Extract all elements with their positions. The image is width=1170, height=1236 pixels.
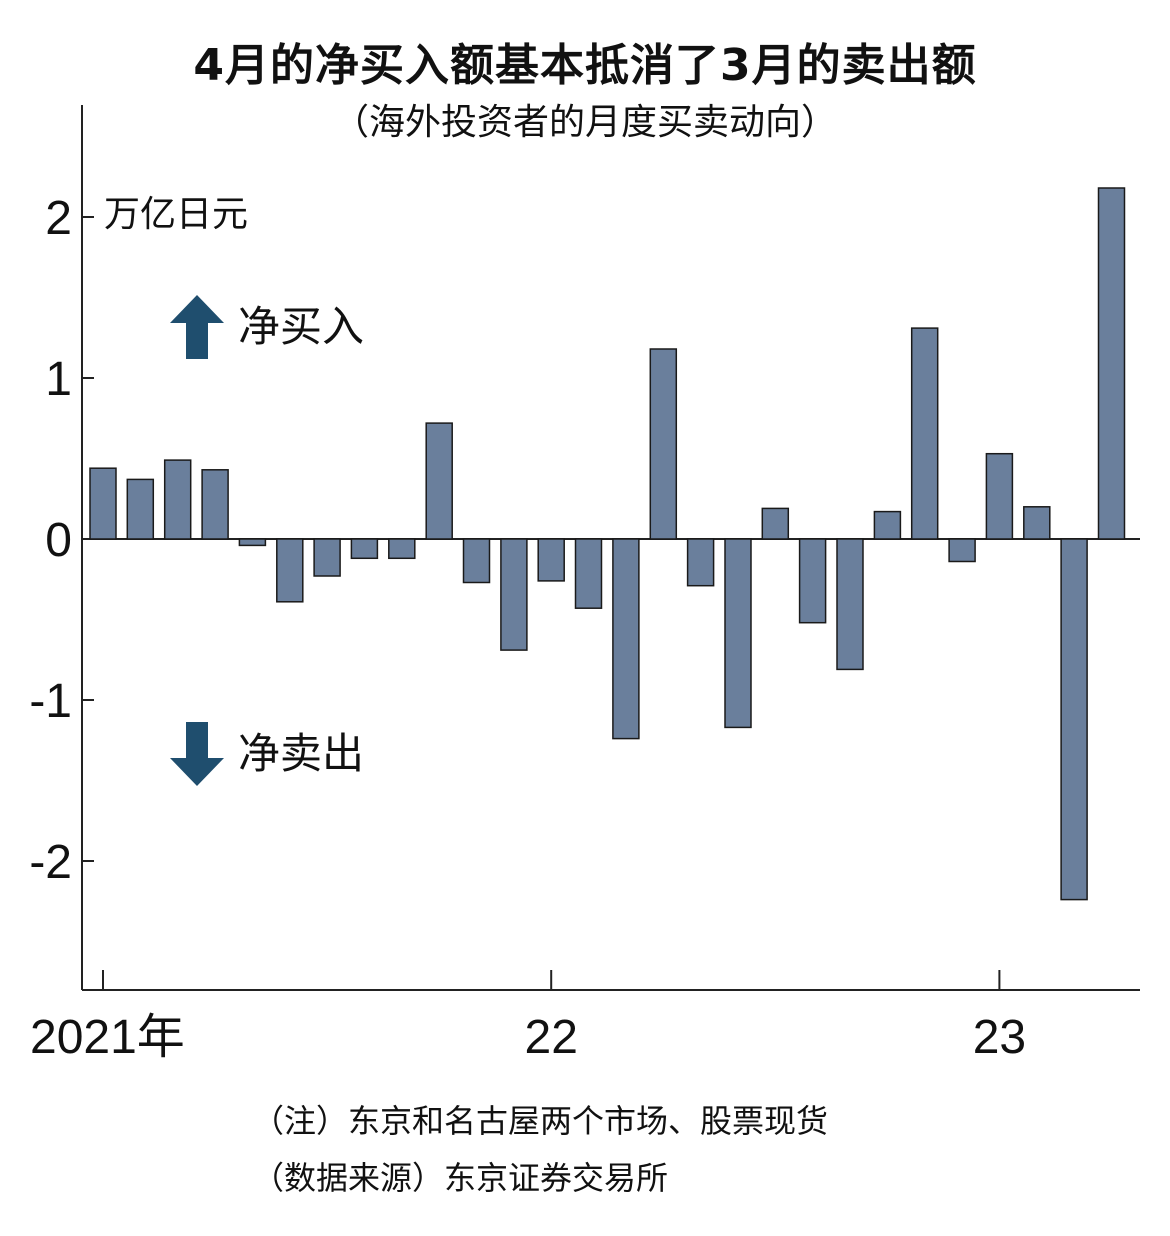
bar xyxy=(462,538,491,584)
bar xyxy=(1023,506,1051,540)
legend-net-buy-label: 净买入 xyxy=(238,302,365,351)
bar xyxy=(985,452,1014,540)
y-axis-unit-label: 万亿日元 xyxy=(104,194,249,235)
bar xyxy=(649,348,678,540)
bar xyxy=(910,327,939,540)
bar xyxy=(388,538,416,560)
bar xyxy=(574,538,603,609)
bars xyxy=(89,187,1126,901)
arrow-down-icon xyxy=(170,722,224,786)
y-tick-label: -2 xyxy=(29,836,72,889)
y-axis: 2 1 0 -1 -2 xyxy=(29,105,94,990)
chart-title: 4月的净买入额基本抵消了3月的卖出额 xyxy=(193,40,977,91)
x-tick-label: 23 xyxy=(973,1011,1026,1064)
bar xyxy=(163,459,192,540)
bar xyxy=(724,538,752,729)
bar xyxy=(276,538,304,603)
x-axis: 2021年 22 23 xyxy=(30,538,1140,1064)
legend-net-buy: 净买入 xyxy=(170,295,364,359)
bar xyxy=(873,510,902,540)
bar xyxy=(798,538,827,624)
y-tick-label: 1 xyxy=(45,353,72,406)
bar xyxy=(238,538,267,547)
bar xyxy=(537,538,565,582)
bar xyxy=(313,538,341,577)
bar xyxy=(686,538,715,587)
bar xyxy=(1060,538,1088,901)
bar xyxy=(1097,187,1126,540)
x-tick-label: 2021年 xyxy=(30,1011,185,1064)
x-tick-label: 22 xyxy=(525,1011,578,1064)
bar xyxy=(836,538,864,671)
bar xyxy=(425,422,453,540)
bar xyxy=(126,478,155,540)
bar xyxy=(350,538,379,560)
bar xyxy=(612,538,640,740)
bar xyxy=(89,467,117,540)
bar xyxy=(948,538,976,563)
arrow-up-icon xyxy=(170,295,224,359)
chart-subtitle: （海外投资者的月度买卖动向） xyxy=(332,102,837,143)
bar xyxy=(761,507,790,540)
y-tick-label: 2 xyxy=(45,192,72,245)
y-tick-label: 0 xyxy=(45,514,72,567)
chart-source: （数据来源）东京证券交易所 xyxy=(252,1159,669,1197)
bar xyxy=(201,469,229,540)
y-tick-label: -1 xyxy=(29,675,72,728)
bar xyxy=(500,538,528,651)
chart-note: （注）东京和名古屋两个市场、股票现货 xyxy=(252,1102,829,1140)
legend-net-sell: 净卖出 xyxy=(170,722,364,786)
legend-net-sell-label: 净卖出 xyxy=(238,729,365,778)
